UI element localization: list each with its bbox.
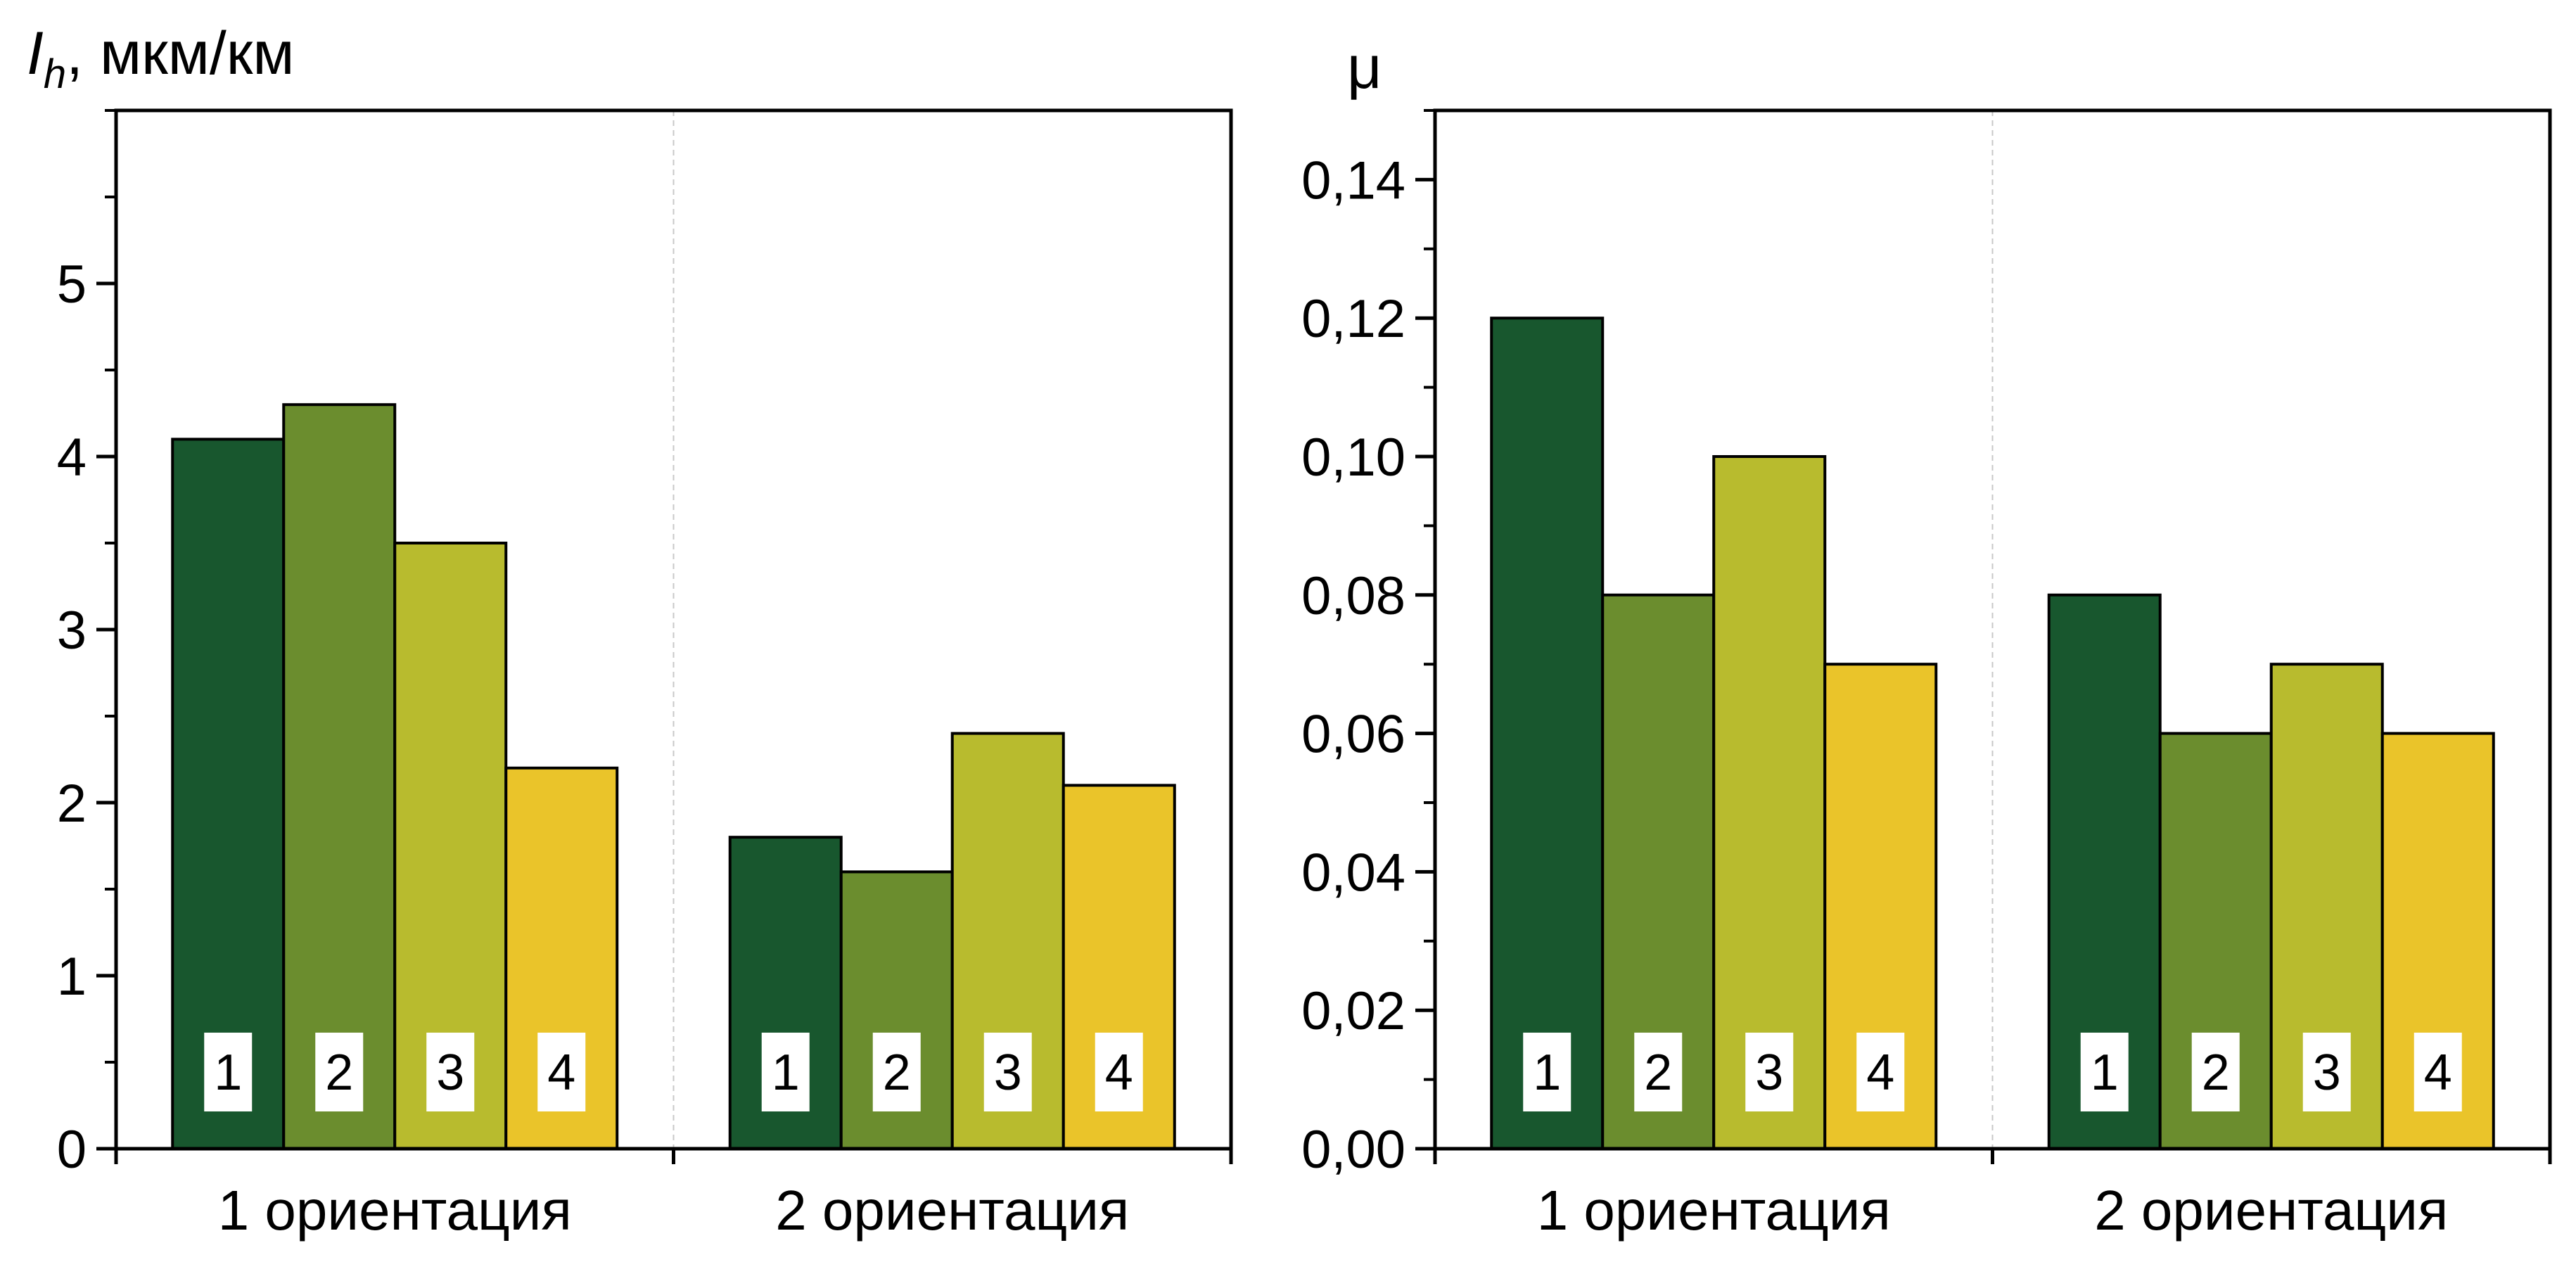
y-axis-title: Ih, мкм/км (27, 20, 294, 97)
bar (1490, 317, 1605, 1151)
y-tick-label: 0 (57, 1120, 87, 1180)
bar-marker-box (426, 1033, 475, 1111)
y-tick-label: 0,14 (1301, 151, 1405, 210)
y-tick-label: 0,00 (1301, 1120, 1405, 1180)
bar-marker-label: 3 (2313, 1045, 2341, 1101)
bar-marker-label: 3 (994, 1045, 1022, 1101)
bar-marker-box (1856, 1033, 1905, 1111)
bar-marker-label: 2 (1644, 1045, 1672, 1101)
bar-marker-box (537, 1033, 586, 1111)
y-tick-label: 0,04 (1301, 843, 1405, 903)
y-tick-label: 3 (57, 601, 87, 661)
y-tick-label: 2 (57, 774, 87, 834)
bar-marker-label: 4 (1105, 1045, 1133, 1101)
bar-marker-label: 3 (436, 1045, 464, 1101)
bar-marker-label: 4 (547, 1045, 575, 1101)
category-label: 2 ориентация (2094, 1179, 2448, 1242)
bar-marker-label: 2 (883, 1045, 911, 1101)
y-tick-label: 0,10 (1301, 428, 1405, 487)
bar-marker-box (872, 1033, 921, 1111)
category-label: 2 ориентация (775, 1179, 1129, 1242)
category-label: 1 ориентация (218, 1179, 572, 1242)
bar-marker-box (2191, 1033, 2240, 1111)
bar-marker-label: 1 (2091, 1045, 2119, 1101)
y-tick-label: 0,06 (1301, 705, 1405, 765)
y-tick-label: 4 (57, 428, 87, 487)
chart-panel-wear-intensity: 1 2 3 4 1 ориентация 1 2 3 4 2 ориентация 0 1 2 3 4 5 Ih… (27, 20, 1233, 1242)
bar-marker-label: 4 (2424, 1045, 2452, 1101)
bar-marker-box (1745, 1033, 1794, 1111)
bar-marker-label: 2 (2202, 1045, 2230, 1101)
bar-marker-box (1634, 1033, 1683, 1111)
bar-marker-box (1095, 1033, 1143, 1111)
bar-marker-label: 2 (325, 1045, 353, 1101)
bar-marker-box (315, 1033, 364, 1111)
bar-marker-box (2080, 1033, 2129, 1111)
bar-marker-box (1523, 1033, 1571, 1111)
y-tick-label: 0,12 (1301, 289, 1405, 349)
y-tick-label: 5 (57, 255, 87, 314)
y-tick-label: 1 (57, 947, 87, 1007)
chart-panel-friction-coefficient: 1 2 3 4 1 ориентация 1 2 3 4 2 ориентация 0,00 0,02… (1301, 34, 2552, 1242)
bar-marker-box (204, 1033, 253, 1111)
bar-marker-box (2414, 1033, 2462, 1111)
bar-marker-box (983, 1033, 1032, 1111)
y-axis-title: μ (1347, 34, 1382, 101)
y-tick-label: 0,02 (1301, 981, 1405, 1041)
bar-marker-label: 1 (772, 1045, 800, 1101)
bar-marker-label: 1 (1533, 1045, 1561, 1101)
bar-marker-label: 3 (1755, 1045, 1783, 1101)
bar-marker-box (2302, 1033, 2351, 1111)
bar-marker-label: 1 (214, 1045, 242, 1101)
category-label: 1 ориентация (1537, 1179, 1891, 1242)
bar-marker-box (761, 1033, 810, 1111)
bar-marker-label: 4 (1866, 1045, 1894, 1101)
y-tick-label: 0,08 (1301, 566, 1405, 626)
